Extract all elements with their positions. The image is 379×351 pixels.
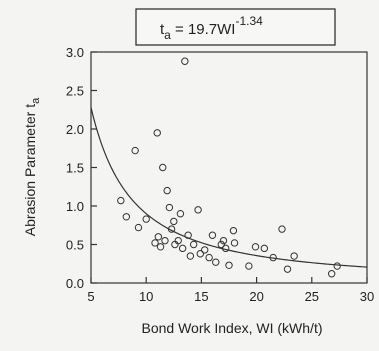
data-point: [269, 253, 277, 262]
data-point: [167, 225, 176, 233]
data-point: [122, 213, 131, 221]
data-point: [225, 261, 233, 269]
data-point: [134, 223, 143, 232]
data-point: [186, 252, 195, 260]
data-point: [156, 243, 165, 251]
x-tick-label: 5: [87, 289, 94, 304]
data-point: [174, 236, 182, 245]
data-point: [161, 236, 169, 245]
data-point: [212, 258, 220, 266]
y-tick-label: 3.0: [66, 45, 84, 60]
data-point: [278, 225, 286, 233]
y-axis-title: Abrasion Parameter ta: [22, 97, 42, 236]
equation-t: t: [160, 21, 165, 38]
data-point: [283, 265, 292, 273]
data-point: [170, 217, 178, 226]
equation-annotation: ta = 19.7WI-1.34: [135, 8, 336, 46]
data-point: [290, 252, 298, 260]
data-point: [178, 244, 187, 253]
data-point: [159, 163, 167, 172]
data-point: [327, 270, 336, 278]
equation-body: = 19.7WI: [171, 21, 236, 38]
data-point: [208, 231, 217, 239]
data-point: [151, 239, 159, 247]
data-point: [221, 244, 230, 253]
data-points: [117, 57, 341, 278]
fit-curve: [90, 107, 368, 268]
equation-exponent: -1.34: [235, 14, 263, 28]
data-point: [184, 231, 192, 239]
data-point: [205, 253, 213, 262]
x-tick-label: 20: [249, 289, 263, 304]
equation-subscript: a: [164, 28, 171, 42]
equation-box: [135, 8, 336, 46]
data-point: [230, 239, 239, 247]
x-axis-title: Bond Work Index, WI (kWh/t): [141, 320, 322, 336]
data-point: [260, 244, 269, 253]
data-point: [219, 236, 228, 245]
x-tick-label: 15: [194, 289, 208, 304]
y-axis-ticks: 0.0 0.5 1.0 1.5 2.0 2.5 3.0: [66, 45, 97, 291]
y-tick-label: 0.5: [66, 238, 84, 253]
x-tick-label: 25: [305, 289, 319, 304]
data-point: [165, 203, 174, 212]
data-point: [131, 146, 139, 155]
data-point: [163, 186, 171, 195]
y-axis-title-main: Abrasion Parameter t: [22, 104, 38, 236]
data-point: [142, 215, 150, 223]
equation-text: ta = 19.7WI-1.34: [160, 14, 263, 42]
data-point: [176, 210, 185, 218]
y-tick-label: 2.5: [66, 84, 84, 99]
y-axis-title-subscript: a: [30, 97, 42, 104]
data-point: [245, 262, 253, 270]
data-point: [189, 240, 198, 249]
data-point: [194, 206, 202, 214]
data-point: [229, 226, 238, 235]
data-point: [117, 196, 125, 205]
data-point: [201, 246, 209, 254]
data-point: [153, 129, 161, 137]
data-point: [251, 243, 260, 251]
x-tick-label: 30: [360, 289, 374, 304]
x-axis-ticks: 5 10 15 20 25 30: [87, 277, 374, 304]
data-point: [154, 233, 163, 241]
data-point: [217, 240, 225, 249]
data-point: [181, 57, 189, 65]
y-tick-label: 0.0: [66, 276, 84, 291]
y-tick-label: 1.5: [66, 161, 84, 176]
data-point: [196, 250, 204, 258]
fit-curve-layer: [90, 107, 368, 268]
y-tick-label: 2.0: [66, 122, 84, 137]
data-point: [333, 262, 341, 270]
y-tick-label: 1.0: [66, 199, 84, 214]
x-tick-label: 10: [139, 289, 153, 304]
